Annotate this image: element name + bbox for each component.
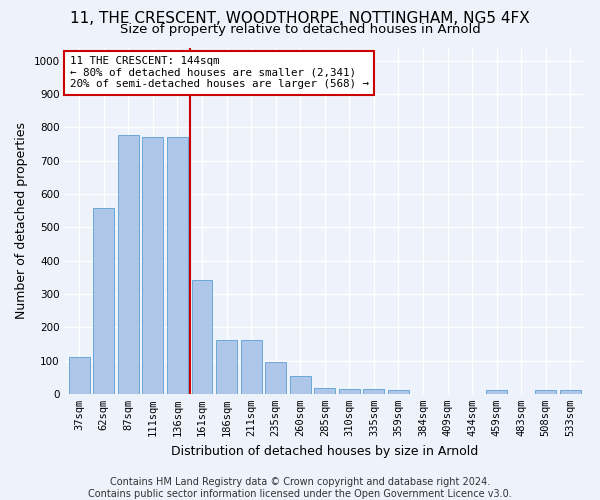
- Bar: [94, 208, 114, 394]
- Text: Size of property relative to detached houses in Arnold: Size of property relative to detached ho…: [119, 22, 481, 36]
- Bar: [69, 356, 90, 394]
- Text: 11, THE CRESCENT, WOODTHORPE, NOTTINGHAM, NG5 4FX: 11, THE CRESCENT, WOODTHORPE, NOTTINGHAM…: [70, 11, 530, 26]
- Y-axis label: Number of detached properties: Number of detached properties: [15, 122, 28, 319]
- Bar: [191, 280, 212, 394]
- Bar: [265, 362, 286, 394]
- X-axis label: Distribution of detached houses by size in Arnold: Distribution of detached houses by size …: [171, 444, 478, 458]
- Bar: [167, 138, 188, 394]
- Bar: [290, 376, 311, 394]
- Bar: [142, 138, 163, 394]
- Bar: [364, 389, 385, 394]
- Text: 11 THE CRESCENT: 144sqm
← 80% of detached houses are smaller (2,341)
20% of semi: 11 THE CRESCENT: 144sqm ← 80% of detache…: [70, 56, 369, 90]
- Bar: [241, 340, 262, 394]
- Bar: [486, 390, 507, 394]
- Bar: [535, 390, 556, 394]
- Bar: [560, 390, 581, 394]
- Bar: [118, 134, 139, 394]
- Bar: [339, 389, 360, 394]
- Bar: [314, 388, 335, 394]
- Text: Contains HM Land Registry data © Crown copyright and database right 2024.
Contai: Contains HM Land Registry data © Crown c…: [88, 478, 512, 499]
- Bar: [216, 340, 237, 394]
- Bar: [388, 390, 409, 394]
